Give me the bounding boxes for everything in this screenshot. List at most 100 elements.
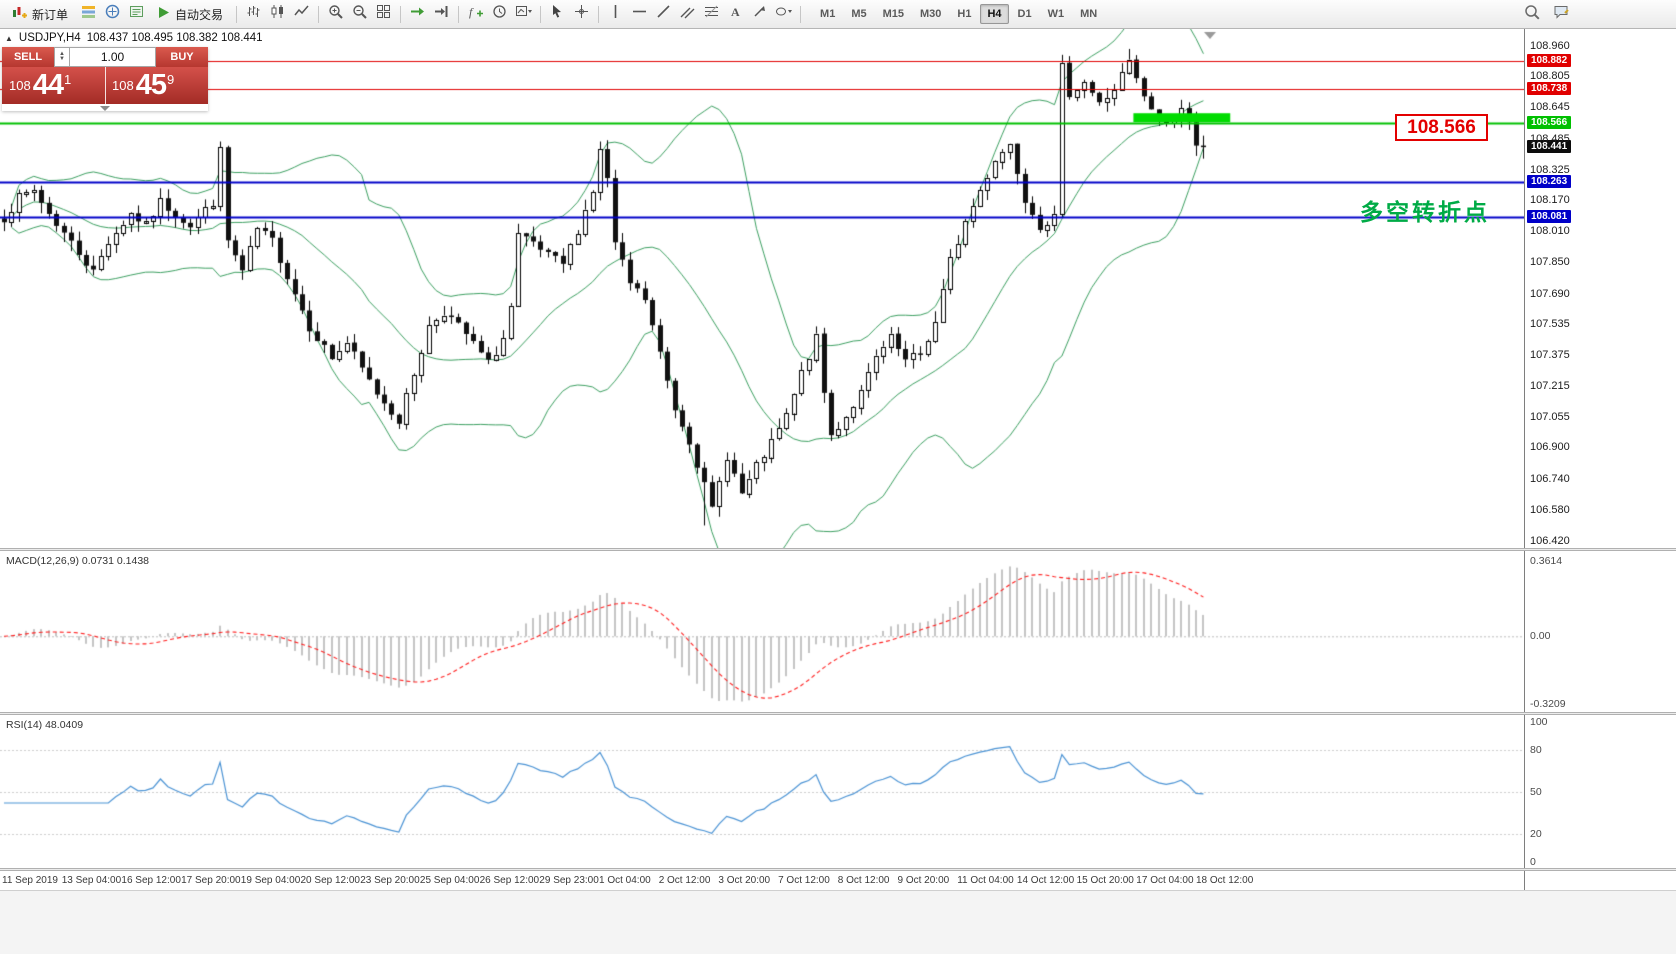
zoom-in-icon	[328, 4, 343, 24]
time-tick: 20 Sep 12:00	[300, 875, 361, 886]
shapes-button[interactable]	[772, 3, 795, 25]
volume-stepper[interactable]: ▲ ▼	[54, 47, 70, 67]
spinner-up-icon[interactable]: ▲	[59, 51, 65, 57]
sell-button[interactable]: SELL	[2, 47, 54, 67]
horizontal-line-button[interactable]	[628, 3, 651, 25]
buy-label: BUY	[170, 51, 194, 63]
hline-axis-label-2: 108.566	[1527, 115, 1572, 129]
sell-price-big: 44	[32, 69, 64, 101]
bottom-spacer	[0, 890, 1676, 954]
chart-plot-column: ▲ USDJPY,H4 108.437 108.495 108.382 108.…	[0, 29, 1524, 954]
price-tick: 106.580	[1530, 503, 1570, 516]
rsi-axis-100: 100	[1530, 716, 1548, 728]
window-menu-icon[interactable]: ▲	[5, 33, 13, 43]
trendline-button[interactable]	[652, 3, 675, 25]
buy-price-sup: 9	[166, 72, 175, 87]
rsi-axis-20: 20	[1530, 828, 1542, 840]
bar-chart-button[interactable]	[242, 3, 265, 25]
sell-label: SELL	[13, 51, 43, 63]
auto-trading-icon	[157, 6, 170, 22]
periods-button[interactable]	[488, 3, 511, 25]
terminal-button[interactable]	[125, 3, 148, 25]
time-tick: 9 Oct 20:00	[897, 875, 950, 886]
chat-button[interactable]	[1549, 3, 1572, 25]
timeframe-m1-button[interactable]: M1	[820, 8, 836, 20]
vertical-line-button[interactable]	[604, 3, 627, 25]
trade-panel-expand-caret[interactable]	[100, 106, 110, 111]
trade-prices: 108 44 1 108 45 9	[2, 67, 208, 104]
rsi-axis-50: 50	[1530, 786, 1542, 798]
buy-button[interactable]: BUY	[156, 47, 208, 67]
bar-chart-icon	[246, 4, 261, 24]
price-tick: 108.010	[1530, 225, 1570, 238]
horizontal-line-icon	[632, 4, 647, 24]
macd-axis-min: -0.3209	[1530, 698, 1566, 710]
market-watch-button[interactable]	[77, 3, 100, 25]
timeframe-w1-button[interactable]: W1	[1047, 8, 1065, 20]
timeframe-d1-button[interactable]: D1	[1017, 8, 1032, 20]
auto-trading-label: 自动交易	[175, 7, 224, 22]
text-button[interactable]: A	[724, 3, 747, 25]
timeframe-m15-button[interactable]: M15	[882, 8, 904, 20]
timeframe-m30-button[interactable]: M30	[920, 8, 942, 20]
price-tick: 106.900	[1530, 441, 1570, 454]
macd-axis-zero: 0.00	[1530, 630, 1551, 642]
price-axis[interactable]: 108.882 108.738 108.566 108.263 108.081 …	[1524, 29, 1676, 890]
price-annotation-box[interactable]: 108.566	[1395, 114, 1488, 141]
timeframe-m5-button[interactable]: M5	[851, 8, 867, 20]
price-tick: 108.170	[1530, 193, 1570, 206]
templates-button[interactable]	[512, 3, 535, 25]
auto-scroll-button[interactable]	[406, 3, 429, 25]
time-tick: 11 Sep 2019	[2, 875, 58, 886]
price-tick: 106.740	[1530, 472, 1570, 485]
macd-canvas[interactable]	[0, 551, 1524, 712]
price-tick: 108.485	[1530, 132, 1570, 145]
time-tick: 14 Oct 12:00	[1016, 875, 1075, 886]
hline-axis-label-4: 108.081	[1527, 210, 1572, 224]
rsi-canvas[interactable]	[0, 715, 1524, 868]
panel-divider-rsi-time[interactable]	[0, 868, 1676, 871]
panel-divider-macd-rsi[interactable]	[0, 712, 1676, 715]
toolbar-separator	[598, 5, 600, 23]
zoom-in-button[interactable]	[324, 3, 347, 25]
templates-icon	[515, 4, 533, 24]
cursor-button[interactable]	[546, 3, 569, 25]
crosshair-button[interactable]	[570, 3, 593, 25]
chart-shift-button[interactable]	[430, 3, 453, 25]
symbol-period-label: USDJPY,H4	[18, 32, 81, 44]
indicators-button[interactable]: f	[464, 3, 487, 25]
equidistant-channel-button[interactable]	[676, 3, 699, 25]
time-tick: 13 Sep 04:00	[61, 875, 122, 886]
price-tick: 106.420	[1530, 535, 1570, 548]
buy-price[interactable]: 108 45 9	[105, 67, 208, 104]
price-chart-canvas[interactable]	[0, 29, 1524, 548]
toolbar-separator	[318, 5, 320, 23]
fibonacci-button[interactable]	[700, 3, 723, 25]
tile-windows-button[interactable]	[372, 3, 395, 25]
rsi-axis-0: 0	[1530, 856, 1536, 868]
turning-point-note[interactable]: 多空转折点	[1360, 199, 1490, 225]
search-button[interactable]	[1520, 3, 1543, 25]
tile-windows-icon	[376, 4, 391, 24]
timeframe-h4-button[interactable]: H4	[980, 4, 1009, 24]
price-tick: 107.690	[1530, 287, 1570, 300]
line-chart-button[interactable]	[290, 3, 313, 25]
zoom-out-button[interactable]	[348, 3, 371, 25]
auto-trading-button[interactable]: 自动交易	[149, 3, 231, 25]
spinner-down-icon[interactable]: ▼	[59, 56, 65, 62]
hline-axis-label-1: 108.738	[1527, 82, 1572, 96]
svg-text:f: f	[469, 5, 474, 19]
new-order-button[interactable]: 新订单	[4, 3, 76, 25]
panel-divider-main-macd[interactable]	[0, 548, 1676, 551]
navigator-button[interactable]	[101, 3, 124, 25]
timeframe-h1-button[interactable]: H1	[957, 8, 972, 20]
new-order-label: 新订单	[32, 7, 69, 22]
arrow-object-button[interactable]	[748, 3, 771, 25]
macd-indicator-label: MACD(12,26,9) 0.0731 0.1438	[6, 555, 150, 567]
volume-input[interactable]: 1.00	[70, 47, 156, 67]
timeframe-mn-button[interactable]: MN	[1080, 8, 1098, 20]
sell-price[interactable]: 108 44 1	[2, 67, 105, 104]
candlestick-chart-button[interactable]	[266, 3, 289, 25]
time-axis[interactable]: 11 Sep 2019 13 Sep 04:00 16 Sep 12:00 17 Se…	[0, 871, 1524, 890]
